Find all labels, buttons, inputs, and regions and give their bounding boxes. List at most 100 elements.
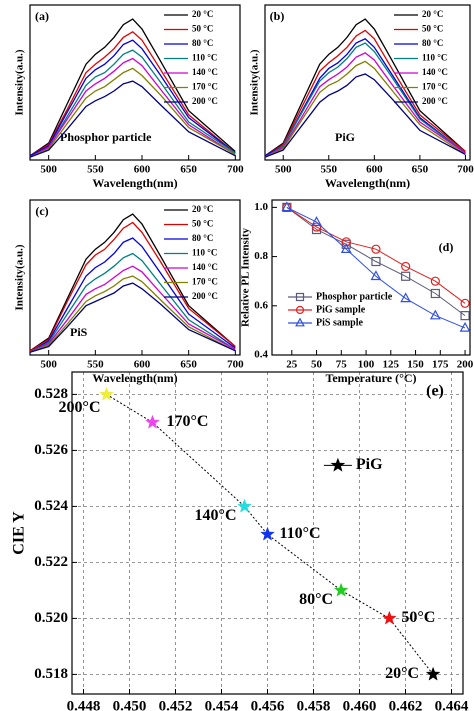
series-line [286,206,466,317]
data-point [341,237,351,247]
legend-label: 200 °C [422,96,448,106]
x-tick-label: 0.454 [205,698,239,711]
series-line [286,206,466,329]
legend-label: 80 °C [192,38,213,48]
panel-label: (b) [270,9,285,23]
series-line [264,42,466,158]
sample-label: PiG [335,130,355,144]
legend-label: 110 °C [422,53,447,63]
y-tick-label: 0.518 [34,666,68,682]
x-tick-label: 150 [407,359,424,371]
legend-label: 50 °C [192,219,213,229]
point-label: 80°C [299,591,333,608]
y-tick-label: 0.522 [34,554,68,570]
data-point [145,414,160,429]
legend-marker [295,292,305,302]
x-tick-label: 0.448 [67,698,101,711]
data-point [459,321,471,332]
point-label: 140°C [195,507,237,524]
legend-label: 20 °C [192,204,213,214]
point-label: 110°C [280,525,321,542]
x-axis-label: Wavelength(nm) [92,371,177,385]
x-tick-label: 75 [336,359,348,371]
plot-frame [29,4,241,161]
legend-label: 50 °C [422,24,443,34]
panel-label: (d) [439,240,454,254]
legend-label: 200 °C [192,291,218,301]
x-tick-label: 500 [40,164,57,176]
legend-label: Phosphor particle [316,291,393,302]
x-axis-label: Wavelength(nm) [92,176,177,190]
x-tick-label: 125 [383,359,400,371]
y-axis-label: Intensity(a.u.) [14,244,26,310]
x-tick-label: 175 [432,359,449,371]
x-tick-label: 500 [40,359,57,371]
data-point [370,270,382,281]
plot-frame [29,199,241,356]
x-tick-label: 650 [180,164,197,176]
data-point [237,498,252,513]
series-line [29,213,236,352]
series-line [29,221,236,352]
legend-label: 80 °C [422,38,443,48]
series-line [264,73,466,158]
legend-label: PiG [356,456,383,473]
sample-label: Phosphor particle [60,130,152,144]
legend-marker [295,317,305,327]
series-line [264,18,466,157]
y-tick-label: 0.524 [34,498,68,514]
y-axis-label: Intensity(a.u.) [249,49,261,115]
data-point [260,526,275,541]
data-point [460,298,470,308]
x-tick-label: 650 [180,359,197,371]
plot-frame [271,199,471,356]
data-point [401,271,411,281]
legend-label: PiS sample [316,317,364,328]
series-line [29,18,236,157]
legend-label: PiG sample [316,304,366,315]
legend-label: 140 °C [192,67,218,77]
legend-label: 20 °C [192,9,213,19]
legend-label: 170 °C [422,82,448,92]
x-tick-label: 50 [311,359,323,371]
series-line [29,282,236,353]
series-line [29,57,236,158]
legend-label: 200 °C [192,96,218,106]
point-label: 20°C [385,665,419,682]
data-point [333,582,349,597]
x-tick-label: 25 [286,359,298,371]
x-tick-label: 100 [358,359,375,371]
series-line [29,237,236,353]
data-point [460,311,470,321]
x-tick-label: 0.464 [435,698,469,711]
legend-label: 110 °C [192,53,217,63]
x-tick-label: 550 [87,359,104,371]
data-point [371,244,381,254]
series-line [286,206,466,304]
data-point [281,201,293,212]
series-line [264,38,466,157]
point-label: 50°C [401,609,435,626]
legend-label: 140 °C [422,67,448,77]
series-line [29,80,236,158]
data-point [99,386,114,401]
y-tick-label: 1.0 [254,201,268,213]
series-line [29,275,236,353]
legend-marker [330,457,346,472]
legend-label: 110 °C [192,248,217,258]
series-line [29,30,236,157]
x-tick-label: 0.450 [113,698,147,711]
point-label: 170°C [167,413,209,430]
x-axis-label: Temperature (°C) [325,371,416,385]
x-tick-label: 550 [321,164,338,176]
y-tick-label: 0.4 [254,349,268,361]
data-point [430,288,440,299]
series-line [29,39,236,157]
data-point [425,666,441,681]
series-line [264,29,466,157]
x-tick-label: 650 [412,164,429,176]
legend-label: 170 °C [192,82,218,92]
legend-label: 20 °C [422,9,443,19]
data-point [382,610,397,625]
